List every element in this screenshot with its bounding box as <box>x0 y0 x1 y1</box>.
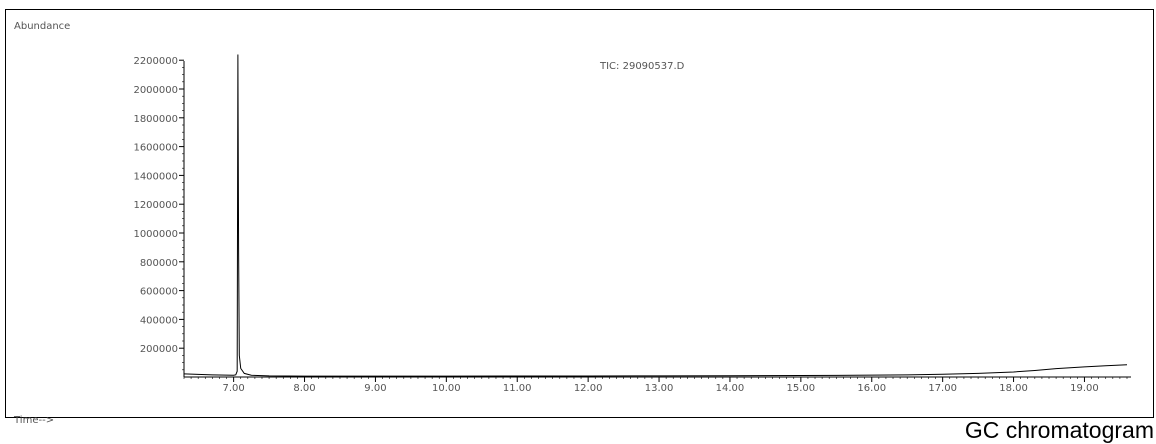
x-tick-label: 13.00 <box>645 383 674 394</box>
x-tick-label: 10.00 <box>432 383 461 394</box>
chart-frame: 7.00 8.00 9.00 10.00 11.00 12.00 13.00 14.00 15.… <box>5 9 1154 426</box>
x-tick-label: 16.00 <box>857 383 886 394</box>
y-tick-label: 2000000 <box>133 85 178 96</box>
series-line <box>183 54 1128 377</box>
chart-svg: 7.00 8.00 9.00 10.00 11.00 12.00 13.00 14.00 15.… <box>133 54 1131 394</box>
y-tick-label: 1200000 <box>133 200 178 211</box>
y-tick-label: 1800000 <box>133 114 178 125</box>
chart-title: TIC: 29090537.D <box>600 61 685 72</box>
y-tick-label: 2200000 <box>133 56 178 67</box>
y-tick-label: 1400000 <box>133 171 178 182</box>
y-tick-label: 1000000 <box>133 229 178 240</box>
y-tick-label: 400000 <box>140 315 178 326</box>
x-tick-label: 8.00 <box>293 383 315 394</box>
x-tick-label: 15.00 <box>787 383 816 394</box>
x-tick-label: 17.00 <box>928 383 957 394</box>
y-tick-label: 800000 <box>140 258 178 269</box>
x-tick-label: 11.00 <box>503 383 532 394</box>
x-tick-label: 19.00 <box>1070 383 1099 394</box>
x-tick-label: 7.00 <box>222 383 244 394</box>
y-tick-label: 1600000 <box>133 143 178 154</box>
y-tick-label: 600000 <box>140 287 178 298</box>
x-tick-label: 14.00 <box>716 383 745 394</box>
x-tick-label: 18.00 <box>999 383 1028 394</box>
y-tick-label: 200000 <box>140 344 178 355</box>
y-axis-label: Abundance <box>14 21 71 32</box>
x-tick-label: 12.00 <box>574 383 603 394</box>
x-axis-label: Time--> <box>14 415 55 426</box>
x-tick-label: 9.00 <box>364 383 386 394</box>
figure-caption: GC chromatogram <box>964 417 1154 443</box>
